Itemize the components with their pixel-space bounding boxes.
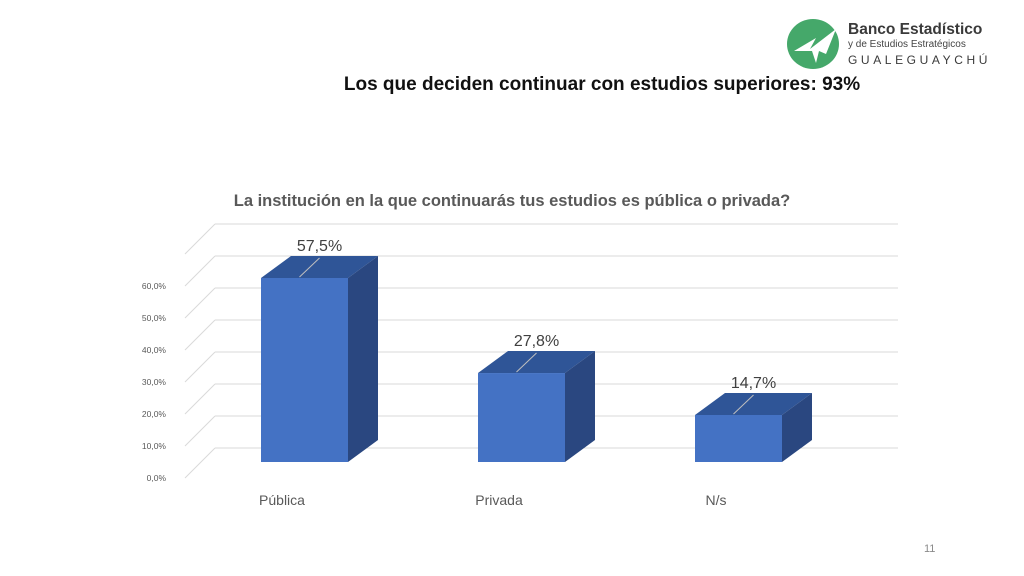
organization-logo: Banco Estadístico y de Estudios Estratég… bbox=[786, 18, 987, 70]
page-number: 11 bbox=[924, 543, 936, 555]
logo-city: GUALEGUAYCHÚ bbox=[848, 53, 991, 67]
gridline-diagonal bbox=[184, 447, 216, 479]
bar-1 bbox=[261, 256, 378, 462]
y-tick-label: 50,0% bbox=[142, 313, 167, 323]
data-label: 27,8% bbox=[514, 333, 559, 350]
bar-side bbox=[782, 392, 812, 462]
bar-2 bbox=[478, 351, 595, 462]
gridline-diagonal bbox=[184, 255, 216, 287]
category-label: N/s bbox=[706, 492, 727, 508]
y-tick-label: 60,0% bbox=[142, 281, 167, 291]
bar-front bbox=[261, 278, 348, 462]
bar-top bbox=[478, 351, 595, 374]
data-label-leader bbox=[516, 352, 537, 373]
bar-3 bbox=[695, 392, 812, 462]
bar-top bbox=[695, 392, 812, 415]
chart-title: La institución en la que continuarás tus… bbox=[233, 192, 791, 210]
logo-title: Banco Estadístico bbox=[848, 21, 983, 38]
data-label: 14,7% bbox=[731, 375, 776, 392]
y-tick-label: 20,0% bbox=[142, 409, 167, 419]
bar-front bbox=[478, 373, 565, 462]
bar-side bbox=[348, 256, 378, 462]
category-label: Pública bbox=[259, 492, 305, 508]
bar-top bbox=[261, 256, 378, 278]
bar-front bbox=[695, 414, 782, 462]
chart-bars bbox=[261, 256, 812, 462]
gridline-diagonal bbox=[184, 319, 216, 351]
gridline-diagonal bbox=[184, 287, 216, 319]
gridline-diagonal bbox=[184, 223, 216, 255]
y-tick-label: 0,0% bbox=[147, 473, 167, 483]
category-label: Privada bbox=[475, 492, 523, 508]
bar-side bbox=[565, 351, 595, 462]
gridline-diagonal bbox=[184, 415, 216, 447]
y-tick-label: 30,0% bbox=[142, 377, 167, 387]
gridline-diagonal bbox=[184, 351, 216, 383]
logo-subtitle: y de Estudios Estratégicos bbox=[848, 39, 966, 50]
data-label-leader bbox=[299, 257, 320, 278]
bird-logo-icon bbox=[787, 19, 839, 69]
y-axis-ticks: 0,0% 10,0% 20,0% 30,0% 40,0% 50,0% 60,0% bbox=[142, 281, 167, 483]
y-tick-label: 10,0% bbox=[142, 441, 167, 451]
slide-title: Los que deciden continuar con estudios s… bbox=[343, 74, 861, 95]
chart-labels: 57,5% Pública 27,8% Privada 14,7% N/s bbox=[259, 238, 776, 508]
y-tick-label: 40,0% bbox=[142, 345, 167, 355]
data-label: 57,5% bbox=[297, 238, 342, 255]
gridline-diagonal bbox=[184, 383, 216, 415]
data-label-leader bbox=[733, 394, 754, 415]
